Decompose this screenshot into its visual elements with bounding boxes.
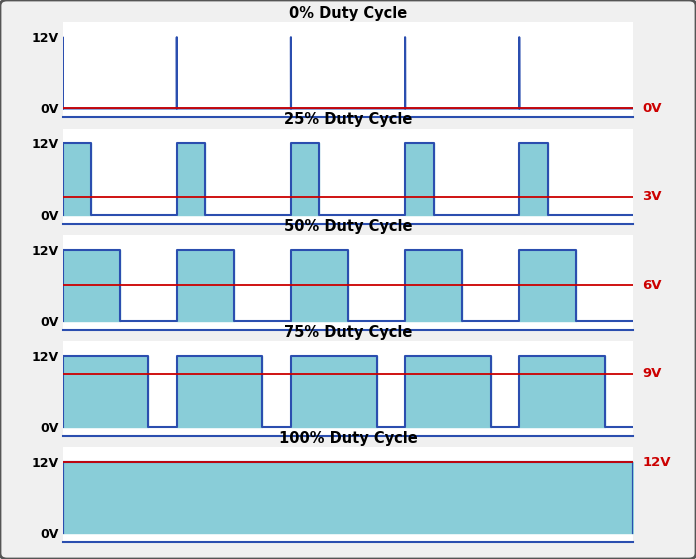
Title: 100% Duty Cycle: 100% Duty Cycle bbox=[278, 431, 418, 446]
Text: 0V: 0V bbox=[642, 102, 662, 115]
Title: 0% Duty Cycle: 0% Duty Cycle bbox=[289, 6, 407, 21]
Text: 12V: 12V bbox=[642, 456, 671, 468]
Text: 6V: 6V bbox=[642, 279, 662, 292]
Text: 9V: 9V bbox=[642, 367, 662, 380]
Title: 25% Duty Cycle: 25% Duty Cycle bbox=[284, 112, 412, 127]
Title: 75% Duty Cycle: 75% Duty Cycle bbox=[284, 325, 412, 340]
Title: 50% Duty Cycle: 50% Duty Cycle bbox=[284, 219, 412, 234]
Text: 3V: 3V bbox=[642, 191, 662, 203]
